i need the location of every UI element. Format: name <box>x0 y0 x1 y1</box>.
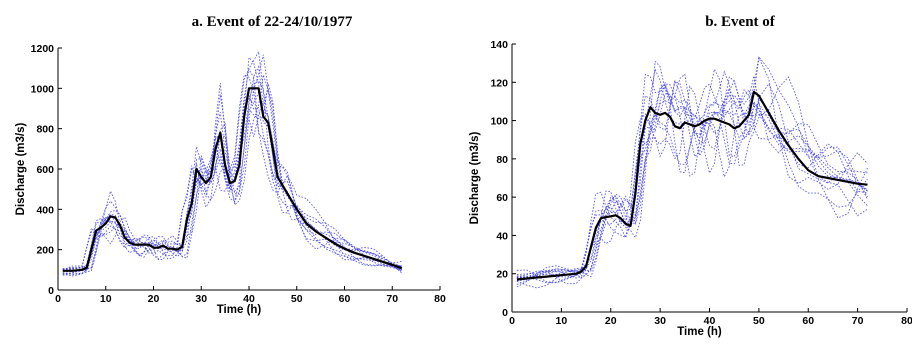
chart-b-y-axis-label: Discharge (m3/s) <box>469 131 481 224</box>
chart-b-ensemble-line <box>516 79 868 279</box>
chart-a-y-axis-label: Discharge (m3/s) <box>15 122 27 215</box>
chart-a-x-tick-label: 30 <box>195 293 207 305</box>
chart-b-y-tick-label: 60 <box>496 192 508 204</box>
chart-b-ensemble-line <box>516 56 868 289</box>
chart-b-title: b. Event of <box>705 14 776 30</box>
chart-a-y-tick-label: 800 <box>36 124 54 136</box>
chart-a-y-tick-label: 600 <box>36 164 54 176</box>
chart-a-y-tick-label: 200 <box>36 245 54 257</box>
chart-b-y-tick-label: 20 <box>496 269 508 281</box>
chart-b-y-tick-label: 80 <box>496 154 508 166</box>
chart-b-y-tick-label: 140 <box>490 39 508 51</box>
chart-b-ensemble-line <box>516 93 868 279</box>
chart-a-ensemble-line <box>62 80 402 271</box>
chart-a-ensemble-line <box>62 83 403 272</box>
chart-a-y-tick-label: 0 <box>48 285 54 297</box>
chart-b-x-tick-label: 20 <box>605 315 617 327</box>
chart-b-ensemble-line <box>516 55 868 279</box>
chart-a-x-tick-label: 20 <box>148 293 160 305</box>
chart-b-x-tick-label: 80 <box>901 315 912 327</box>
chart-a-x-tick-label: 50 <box>291 293 303 305</box>
chart-b-x-tick-label: 40 <box>704 315 716 327</box>
chart-a-y-tick-label: 400 <box>36 204 54 216</box>
chart-a-ensemble-line <box>62 74 402 270</box>
chart-b-x-tick-label: 60 <box>802 315 814 327</box>
chart-a-title: a. Event of 22-24/10/1977 <box>192 14 353 30</box>
chart-b-y-tick-label: 40 <box>496 230 508 242</box>
chart-a-observed-line <box>62 87 403 272</box>
chart-a-x-tick-label: 60 <box>339 293 351 305</box>
chart-b-ensemble-line <box>516 78 868 288</box>
chart-a-ensemble-line <box>62 54 402 275</box>
chart-a-x-tick-label: 70 <box>386 293 398 305</box>
chart-a-y-tick-label: 1000 <box>31 83 55 95</box>
chart-b-observed-line <box>516 90 868 281</box>
chart-a: 0 10 20 30 40 50 60 70 80020040060080010001200Ti… <box>15 43 446 316</box>
chart-a-x-tick-label: 10 <box>100 293 112 305</box>
chart-b-y-tick-label: 120 <box>490 77 508 89</box>
chart-b-x-tick-label: 0 <box>509 315 515 327</box>
chart-a-ensemble-line <box>62 68 402 271</box>
chart-a-ensemble-line <box>62 91 402 270</box>
chart-b-x-tick-label: 50 <box>753 315 765 327</box>
chart-b-y-tick-label: 0 <box>502 307 508 319</box>
chart-a-y-tick-label: 1200 <box>31 43 55 55</box>
chart-b-x-tick-label: 10 <box>556 315 568 327</box>
chart-b-ensemble-line <box>516 60 868 285</box>
chart-b-ensemble-line <box>516 95 868 284</box>
chart-b-y-tick-label: 100 <box>490 116 508 128</box>
chart-b-ensemble-line <box>516 81 868 275</box>
chart-a-x-tick-label: 0 <box>55 293 61 305</box>
chart-b-x-tick-label: 70 <box>852 315 864 327</box>
chart-b-ensemble-line <box>516 81 868 285</box>
chart-a-ensemble-line <box>62 50 402 271</box>
chart-b-ensemble-line <box>516 73 868 282</box>
chart-a-x-axis-label: Time (h) <box>217 304 262 316</box>
chart-a-ensemble-line <box>62 56 402 275</box>
chart-a-x-tick-label: 40 <box>243 293 255 305</box>
chart-b: 0 10 20 30 40 50 60 70 80 0 20 40 60 80 100 120 140 Time … <box>469 39 912 338</box>
chart-a-x-tick-label: 80 <box>434 293 446 305</box>
chart-b-x-tick-label: 30 <box>654 315 666 327</box>
chart-b-ensemble-line <box>516 68 868 283</box>
chart-b-x-axis-label: Time (h) <box>677 326 722 338</box>
